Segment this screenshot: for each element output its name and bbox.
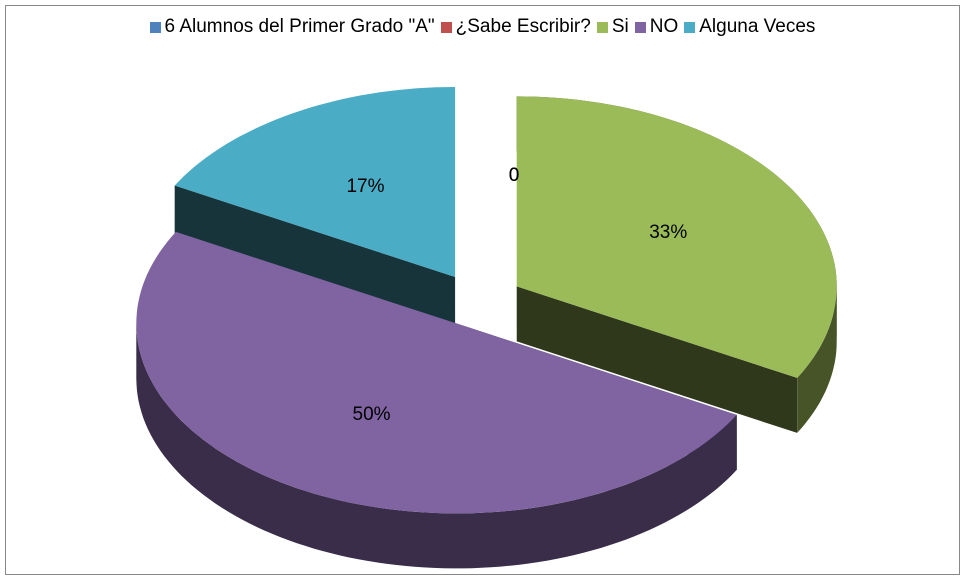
legend-swatch — [634, 21, 646, 33]
legend-label: ¿Sabe Escribir? — [455, 16, 591, 37]
slice-side — [797, 286, 837, 433]
data-label: 0 — [509, 165, 520, 186]
legend-swatch — [149, 21, 161, 33]
slice-wall — [174, 185, 456, 333]
legend-swatch — [440, 21, 452, 33]
data-label: 0 — [509, 165, 520, 186]
legend-item: ¿Sabe Escribir? — [440, 16, 591, 38]
data-label: 33% — [649, 222, 687, 243]
slice — [174, 87, 456, 278]
slice-wall — [516, 286, 798, 433]
data-label: 17% — [346, 176, 384, 197]
slice-side — [136, 323, 737, 569]
legend-label: 6 Alumnos del Primer Grado "A" — [164, 16, 435, 37]
pie-tops — [136, 87, 837, 514]
legend-item: NO — [634, 16, 679, 38]
legend-swatch — [596, 21, 608, 33]
legend-label: Si — [611, 16, 629, 37]
data-label: 50% — [353, 404, 391, 425]
slice — [516, 96, 837, 378]
legend: 6 Alumnos del Primer Grado "A" ¿Sabe Escr… — [0, 16, 965, 38]
slice — [136, 231, 737, 514]
legend-item: 6 Alumnos del Primer Grado "A" — [149, 16, 435, 38]
legend-item: Si — [596, 16, 629, 38]
legend-label: Alguna Veces — [699, 16, 816, 37]
legend-label: NO — [649, 16, 679, 37]
legend-item: Alguna Veces — [684, 16, 815, 38]
chart-border — [5, 5, 960, 575]
legend-swatch — [684, 21, 696, 33]
